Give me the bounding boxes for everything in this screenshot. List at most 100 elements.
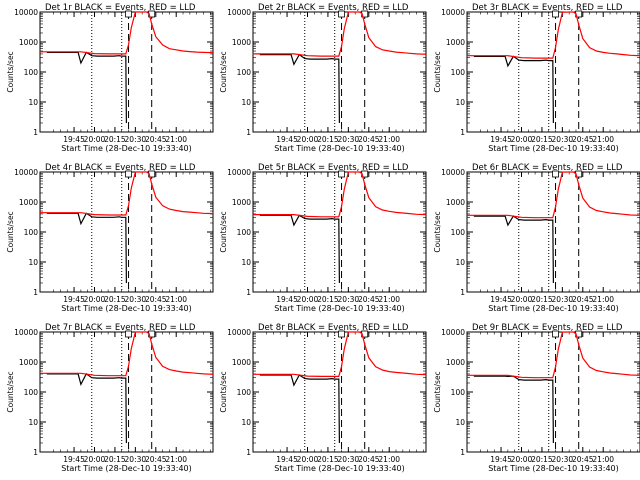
x-tick-label: 20:00 — [297, 135, 319, 144]
x-tick-label: 20:15 — [317, 455, 339, 464]
y-tick-label: 10 — [455, 258, 465, 267]
panel-1: Det 1r BLACK = Events, RED = LLD 1 10 100 10… — [6, 3, 214, 153]
x-tick-label: 20:30 — [125, 295, 147, 304]
x-tick-label: 20:00 — [84, 295, 106, 304]
y-tick-label: 100 — [237, 388, 252, 397]
x-tick-label: 20:00 — [511, 295, 533, 304]
x-tick-label: 21:00 — [165, 455, 187, 464]
y-tick-label: 10000 — [14, 328, 38, 337]
y-tick-label: 10 — [241, 98, 251, 107]
panel-title: Det 4r BLACK = Events, RED = LLD — [45, 163, 196, 173]
lld-series-line — [467, 11, 640, 59]
events-series-line — [46, 212, 127, 284]
events-series-line — [46, 51, 127, 124]
y-tick-label: 10000 — [227, 168, 251, 177]
x-tick-label: 21:00 — [165, 135, 187, 144]
x-axis-label: Start Time (28-Dec-10 19:33:40) — [488, 144, 619, 153]
y-axis-label: Counts/sec — [6, 51, 15, 92]
x-axis-label: Start Time (28-Dec-10 19:33:40) — [61, 304, 192, 313]
x-tick-label: 20:45 — [572, 135, 594, 144]
x-tick-label: 20:30 — [552, 135, 574, 144]
x-tick-label: 20:15 — [104, 455, 126, 464]
x-axis-label: Start Time (28-Dec-10 19:33:40) — [274, 144, 405, 153]
top-square-marker — [338, 170, 345, 178]
x-tick-label: 21:00 — [165, 295, 187, 304]
y-tick-label: 1000 — [232, 358, 251, 367]
y-tick-label: 1000 — [232, 198, 251, 207]
top-square-marker — [338, 10, 345, 18]
events-series-line — [473, 215, 554, 284]
x-tick-label: 20:30 — [552, 295, 574, 304]
x-tick-label: 21:00 — [378, 135, 400, 144]
y-tick-label: 100 — [451, 388, 466, 397]
x-tick-label: 19:45 — [490, 455, 512, 464]
x-tick-label: 20:45 — [358, 455, 380, 464]
y-tick-label: 1000 — [446, 358, 465, 367]
y-tick-label: 10000 — [14, 8, 38, 17]
x-axis-label: Start Time (28-Dec-10 19:33:40) — [274, 464, 405, 473]
x-tick-label: 19:45 — [276, 135, 298, 144]
x-tick-label: 19:45 — [63, 455, 85, 464]
x-tick-label: 19:45 — [490, 295, 512, 304]
x-tick-label: 20:00 — [297, 455, 319, 464]
y-tick-label: 100 — [451, 68, 466, 77]
y-tick-label: 1000 — [232, 38, 251, 47]
panel-9: Det 9r BLACK = Events, RED = LLD 1 10 100 10… — [433, 323, 640, 473]
events-series-line — [473, 55, 554, 124]
top-square-marker — [552, 10, 559, 18]
lld-series-line — [253, 171, 427, 218]
y-axis-label: Counts/sec — [219, 371, 228, 412]
y-axis-label: Counts/sec — [433, 211, 442, 252]
y-tick-label: 1000 — [446, 38, 465, 47]
panel-5: Det 5r BLACK = Events, RED = LLD 1 10 100 10… — [219, 163, 427, 313]
events-series-line — [259, 374, 340, 444]
lld-series-line — [253, 331, 427, 377]
top-square-marker — [125, 10, 132, 18]
x-tick-label: 20:00 — [511, 455, 533, 464]
top-square-marker — [338, 330, 345, 338]
y-tick-label: 1 — [460, 448, 465, 457]
lld-series-line — [253, 11, 427, 57]
y-tick-label: 100 — [24, 388, 39, 397]
lld-series-line — [467, 171, 640, 219]
x-tick-label: 20:45 — [145, 455, 167, 464]
events-series-line — [473, 375, 554, 444]
panel-6: Det 6r BLACK = Events, RED = LLD 1 10 100 10… — [433, 163, 640, 313]
y-axis-label: Counts/sec — [219, 211, 228, 252]
panel-title: Det 9r BLACK = Events, RED = LLD — [472, 323, 623, 333]
top-square-marker — [552, 170, 559, 178]
y-axis-label: Counts/sec — [6, 371, 15, 412]
panel-3: Det 3r BLACK = Events, RED = LLD 1 10 100 10… — [433, 3, 640, 153]
y-tick-label: 10 — [28, 258, 38, 267]
x-tick-label: 19:45 — [63, 135, 85, 144]
x-tick-label: 20:00 — [297, 295, 319, 304]
x-tick-label: 20:00 — [511, 135, 533, 144]
panel-title: Det 6r BLACK = Events, RED = LLD — [472, 163, 623, 173]
y-axis-label: Counts/sec — [433, 51, 442, 92]
y-tick-label: 10 — [241, 258, 251, 267]
y-tick-label: 10000 — [227, 8, 251, 17]
y-tick-label: 10000 — [441, 8, 465, 17]
x-tick-label: 20:15 — [531, 295, 553, 304]
y-tick-label: 1000 — [19, 198, 38, 207]
panel-8: Det 8r BLACK = Events, RED = LLD 1 10 100 10… — [219, 323, 427, 473]
x-tick-label: 21:00 — [592, 295, 614, 304]
x-axis-label: Start Time (28-Dec-10 19:33:40) — [488, 304, 619, 313]
x-tick-label: 20:15 — [317, 135, 339, 144]
x-tick-label: 19:45 — [276, 295, 298, 304]
panel-title: Det 5r BLACK = Events, RED = LLD — [258, 163, 409, 173]
y-tick-label: 1 — [460, 128, 465, 137]
y-tick-label: 100 — [237, 228, 252, 237]
y-axis-label: Counts/sec — [433, 371, 442, 412]
y-tick-label: 10 — [28, 418, 38, 427]
x-tick-label: 19:45 — [63, 295, 85, 304]
x-tick-label: 20:30 — [125, 135, 147, 144]
x-tick-label: 20:00 — [84, 135, 106, 144]
events-series-line — [259, 53, 340, 124]
x-tick-label: 20:45 — [572, 295, 594, 304]
top-square-marker — [125, 330, 132, 338]
y-tick-label: 10 — [28, 98, 38, 107]
y-tick-label: 1000 — [446, 198, 465, 207]
x-tick-label: 20:15 — [531, 135, 553, 144]
